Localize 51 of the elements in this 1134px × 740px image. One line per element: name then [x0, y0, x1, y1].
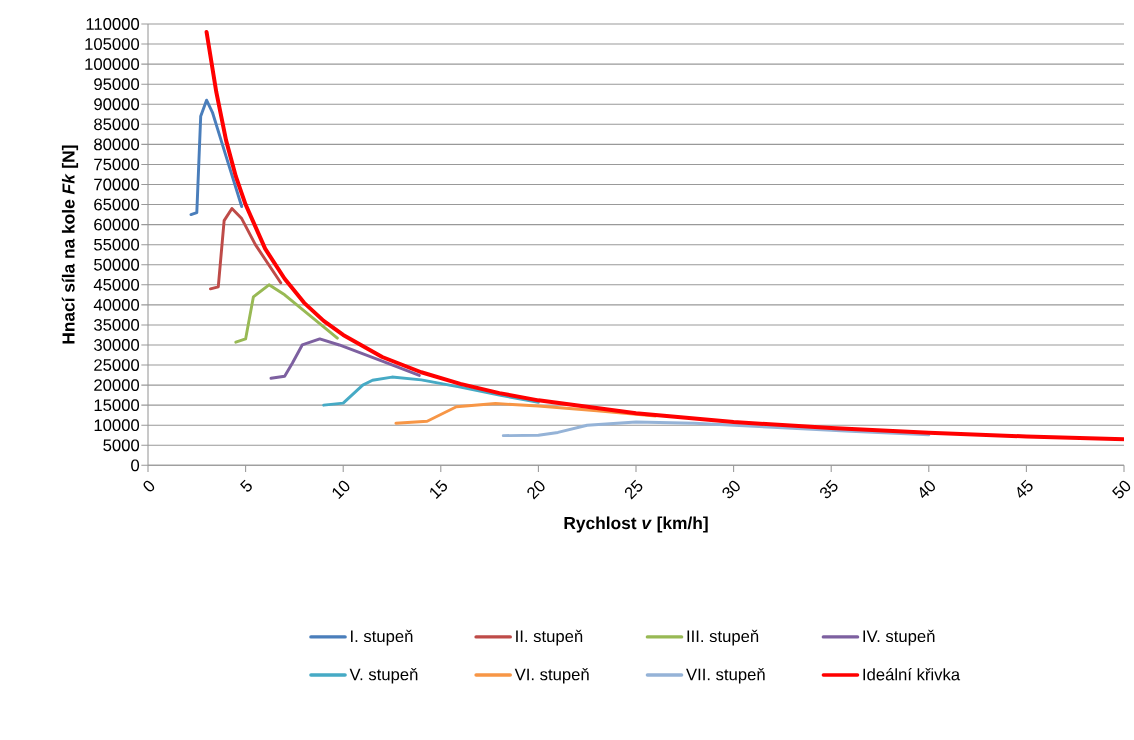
x-tick-label: 50	[1112, 480, 1131, 499]
x-tick-label: 20	[527, 480, 545, 500]
x-axis-title: Rychlost v [km/h]	[564, 516, 708, 533]
x-tick-label: 0	[143, 480, 155, 492]
legend-label: VII. stupeň	[686, 668, 765, 684]
x-tick-label: 45	[1017, 479, 1033, 498]
legend-label: V. stupeň	[349, 668, 418, 684]
line-series	[209, 207, 283, 291]
y-tick-label: 25000	[94, 359, 140, 371]
y-tick-label: 90000	[94, 98, 140, 111]
y-tick-label: 35000	[94, 319, 140, 331]
x-tick-label: 35	[820, 479, 838, 499]
y-tick-label: 70000	[94, 178, 140, 191]
line-series	[501, 420, 931, 438]
y-tick-label: 65000	[94, 198, 140, 211]
x-tick-label: 25	[624, 479, 643, 500]
y-tick-label: 45000	[93, 278, 140, 291]
legend-label: VI. stupeň	[514, 668, 589, 684]
x-tick-label: 10	[332, 480, 350, 500]
y-tick-label: 30000	[94, 339, 140, 351]
x-tick-label: 30	[722, 480, 740, 499]
y-tick-label: 105000	[85, 38, 140, 50]
x-tick-label: 15	[430, 479, 448, 499]
legend-label: III. stupeň	[687, 629, 759, 646]
y-tick-label: 40000	[93, 298, 140, 311]
y-tick-label: 60000	[94, 218, 140, 231]
y-tick-label: 55000	[94, 238, 140, 251]
legend-label: II. stupeň	[516, 629, 583, 646]
legend-label: Ideální křivka	[863, 667, 961, 681]
y-tick-label: 0	[131, 459, 140, 472]
line-series	[189, 98, 244, 217]
line-series	[269, 337, 421, 380]
y-axis-title: Hnací síla na kole Fk [N]	[61, 145, 79, 344]
y-tick-label: 50000	[94, 258, 140, 271]
y-tick-label: 75000	[94, 158, 140, 171]
x-tick-label: 5	[240, 479, 252, 492]
y-tick-label: 5000	[103, 439, 140, 452]
y-tick-label: 20000	[94, 379, 140, 391]
x-tick-label: 40	[919, 480, 935, 498]
y-tick-label: 95000	[94, 78, 140, 91]
line-series	[322, 375, 540, 407]
line-series	[204, 30, 1124, 442]
y-tick-label: 80000	[94, 138, 140, 151]
y-tick-label: 85000	[94, 118, 140, 131]
y-tick-label: 110000	[86, 18, 140, 30]
legend-label: I. stupeň	[351, 629, 413, 646]
y-tick-label: 100000	[85, 58, 140, 71]
legend-label: IV. stupeň	[863, 629, 935, 646]
line-series	[234, 283, 339, 344]
y-tick-label: 15000	[94, 399, 140, 412]
y-tick-label: 10000	[94, 419, 140, 432]
